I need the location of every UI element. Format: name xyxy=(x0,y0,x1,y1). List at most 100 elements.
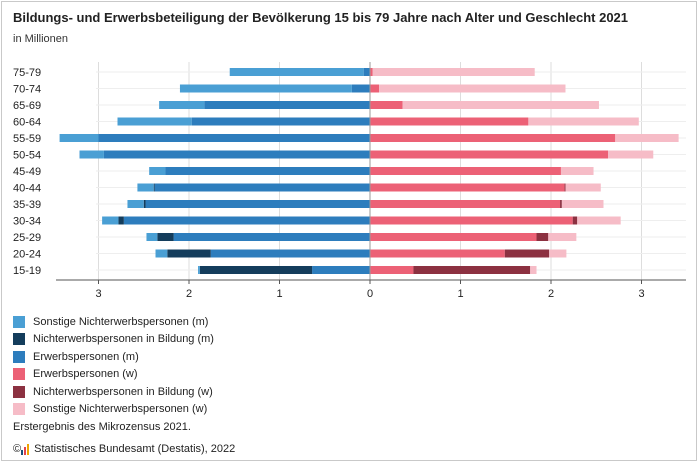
x-tick-label-1: 2 xyxy=(186,288,192,300)
bar-bildung_m-40-44 xyxy=(153,183,155,192)
bar-bildung_w-35-39 xyxy=(560,200,562,208)
x-tick-label-0: 3 xyxy=(95,288,101,300)
chart-title: Bildungs- und Erwerbsbeteiligung der Bev… xyxy=(13,10,629,25)
category-label-50-54: 50-54 xyxy=(13,150,41,162)
bar-bildung_w-25-29 xyxy=(536,233,549,241)
bar-erwerb_m-15-19 xyxy=(312,266,370,274)
bar-sonstige_w-75-79 xyxy=(372,68,535,76)
bar-erwerb_m-20-24 xyxy=(210,249,370,258)
bar-sonstige_w-50-54 xyxy=(608,150,654,159)
bar-sonstige_m-50-54 xyxy=(79,150,104,159)
x-tick-label-6: 3 xyxy=(638,288,644,300)
bar-sonstige_m-15-19 xyxy=(198,266,200,274)
bar-erwerb_w-20-24 xyxy=(370,249,505,258)
bar-erwerb_w-65-69 xyxy=(370,101,403,109)
bar-bildung_w-20-24 xyxy=(504,249,550,258)
bar-erwerb_w-40-44 xyxy=(370,183,565,192)
bar-sonstige_m-45-49 xyxy=(149,167,166,175)
bar-sonstige_w-40-44 xyxy=(565,183,601,192)
bar-erwerb_m-25-29 xyxy=(173,233,370,241)
legend: Sonstige Nichterwerbspersonen (m) Nichte… xyxy=(13,313,214,418)
bar-sonstige_m-30-34 xyxy=(102,216,119,225)
bar-sonstige_w-60-64 xyxy=(528,117,639,126)
legend-item-bildung-m: Nichterwerbspersonen in Bildung (m) xyxy=(13,331,214,349)
legend-swatch-erwerb-m xyxy=(13,350,25,363)
logo-bar-1 xyxy=(21,449,24,455)
legend-swatch-bildung-m xyxy=(13,333,25,346)
bar-erwerb_m-60-64 xyxy=(191,117,370,126)
legend-swatch-erwerb-w xyxy=(13,368,25,381)
bar-sonstige_w-70-74 xyxy=(379,84,566,93)
bar-sonstige_w-35-39 xyxy=(561,200,604,208)
bar-erwerb_w-50-54 xyxy=(370,150,609,159)
bar-erwerb_w-55-59 xyxy=(370,134,616,142)
bar-bildung_m-35-39 xyxy=(143,200,146,208)
bar-erwerb_w-75-79 xyxy=(370,68,373,76)
x-tick-label-5: 2 xyxy=(548,288,554,300)
logo-bar-3 xyxy=(27,443,30,455)
bar-erwerb_w-25-29 xyxy=(370,233,537,241)
x-tick-label-3: 0 xyxy=(367,288,373,300)
copyright-symbol: © xyxy=(13,443,22,455)
bar-sonstige_w-25-29 xyxy=(548,233,577,241)
bar-sonstige_w-20-24 xyxy=(549,249,567,258)
bar-sonstige_w-30-34 xyxy=(577,216,621,225)
bar-erwerb_m-45-49 xyxy=(165,167,370,175)
bar-sonstige_m-60-64 xyxy=(117,117,192,126)
legend-label-sonstige-m: Sonstige Nichterwerbspersonen (m) xyxy=(33,315,209,328)
x-tick-label-2: 1 xyxy=(276,288,282,300)
category-label-45-49: 45-49 xyxy=(13,166,41,178)
bar-erwerb_m-50-54 xyxy=(103,150,371,159)
category-label-60-64: 60-64 xyxy=(13,117,41,129)
bar-sonstige_m-40-44 xyxy=(137,183,154,192)
category-label-70-74: 70-74 xyxy=(13,84,41,96)
bar-bildung_m-25-29 xyxy=(157,233,174,241)
legend-item-erwerb-m: Erwerbspersonen (m) xyxy=(13,348,214,366)
bar-erwerb_w-30-34 xyxy=(370,216,573,225)
bar-sonstige_m-35-39 xyxy=(127,200,144,208)
bar-erwerb_w-15-19 xyxy=(370,266,414,274)
x-tick-label-4: 1 xyxy=(457,288,463,300)
bar-sonstige_m-25-29 xyxy=(146,233,158,241)
bar-bildung_m-20-24 xyxy=(167,249,211,258)
legend-item-bildung-w: Nichterwerbspersonen in Bildung (w) xyxy=(13,383,214,401)
legend-item-erwerb-w: Erwerbspersonen (w) xyxy=(13,366,214,384)
bar-sonstige_w-65-69 xyxy=(402,101,599,109)
bar-sonstige_m-75-79 xyxy=(229,68,364,76)
footnote: Erstergebnis des Mikrozensus 2021. xyxy=(13,421,191,433)
category-label-15-19: 15-19 xyxy=(13,265,41,277)
bar-sonstige_m-20-24 xyxy=(155,249,168,258)
bar-erwerb_w-70-74 xyxy=(370,84,380,93)
bar-erwerb_m-70-74 xyxy=(351,84,370,93)
bar-erwerb_m-40-44 xyxy=(154,183,370,192)
bar-sonstige_w-45-49 xyxy=(560,167,594,175)
category-label-40-44: 40-44 xyxy=(13,183,41,195)
category-label-35-39: 35-39 xyxy=(13,199,41,211)
bar-sonstige_m-55-59 xyxy=(59,134,99,142)
population-pyramid-chart: 75-79 70-74 65-69 60-64 55-59 50-54 45-49 40-44… xyxy=(13,62,686,300)
legend-swatch-bildung-w xyxy=(13,385,25,398)
bar-bildung_w-40-44 xyxy=(564,183,566,192)
category-label-20-24: 20-24 xyxy=(13,249,41,261)
legend-label-erwerb-w: Erwerbspersonen (w) xyxy=(33,368,138,381)
category-label-55-59: 55-59 xyxy=(13,133,41,145)
category-label-25-29: 25-29 xyxy=(13,232,41,244)
bar-erwerb_m-75-79 xyxy=(363,68,370,76)
bar-bildung_m-30-34 xyxy=(118,216,124,225)
legend-swatch-sonstige-w xyxy=(13,403,25,416)
bar-erwerb_m-35-39 xyxy=(145,200,370,208)
bar-sonstige_w-15-19 xyxy=(530,266,537,274)
legend-item-sonstige-m: Sonstige Nichterwerbspersonen (m) xyxy=(13,313,214,331)
logo-bar-2 xyxy=(24,446,27,455)
legend-label-bildung-m: Nichterwerbspersonen in Bildung (m) xyxy=(33,333,214,346)
category-label-30-34: 30-34 xyxy=(13,216,41,228)
bar-sonstige_m-65-69 xyxy=(159,101,205,109)
legend-label-sonstige-w: Sonstige Nichterwerbspersonen (w) xyxy=(33,403,208,416)
bar-sonstige_w-55-59 xyxy=(615,134,679,142)
bar-erwerb_w-35-39 xyxy=(370,200,561,208)
bar-bildung_m-15-19 xyxy=(199,266,313,274)
category-label-75-79: 75-79 xyxy=(13,67,41,79)
legend-label-erwerb-m: Erwerbspersonen (m) xyxy=(33,350,139,363)
bar-erwerb_w-60-64 xyxy=(370,117,529,126)
